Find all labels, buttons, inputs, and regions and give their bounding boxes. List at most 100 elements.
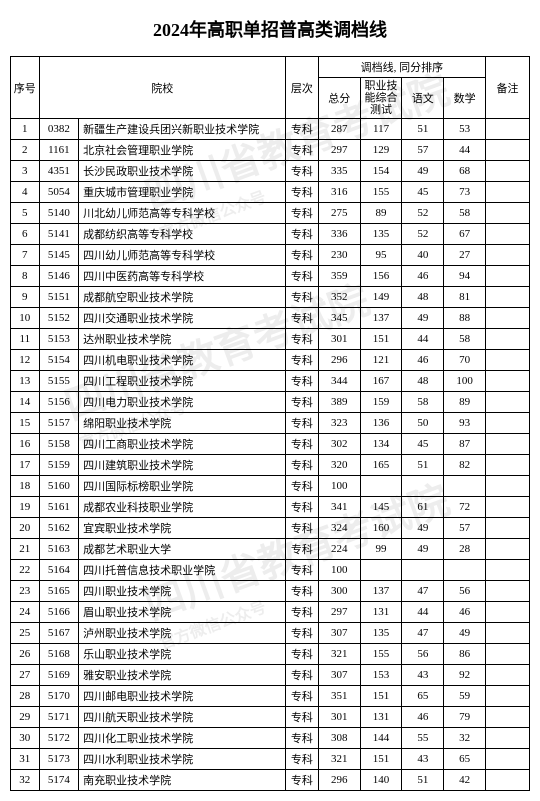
cell-chinese: 47 [402,623,444,644]
cell-name: 四川水利职业技术学院 [79,749,286,770]
cell-code: 5174 [39,770,79,791]
cell-idx: 26 [11,644,40,665]
cell-math: 27 [444,245,486,266]
cell-chinese: 51 [402,455,444,476]
table-row: 195161成都农业科技职业学院专科3411456172 [11,497,530,518]
cell-remark [485,686,529,707]
th-idx: 序号 [11,57,40,119]
cell-name: 四川建筑职业技术学院 [79,455,286,476]
cell-level: 专科 [285,707,318,728]
cell-total: 341 [318,497,360,518]
cell-remark [485,518,529,539]
cell-idx: 14 [11,392,40,413]
cell-remark [485,623,529,644]
cell-code: 5173 [39,749,79,770]
cell-code: 5145 [39,245,79,266]
th-total: 总分 [318,78,360,119]
table-row: 145156四川电力职业技术学院专科3891595889 [11,392,530,413]
cell-chinese: 55 [402,728,444,749]
cell-idx: 20 [11,518,40,539]
cell-code: 5156 [39,392,79,413]
cell-idx: 23 [11,581,40,602]
table-row: 215163成都艺术职业大学专科224994928 [11,539,530,560]
cell-math: 73 [444,182,486,203]
cell-total: 301 [318,707,360,728]
cell-idx: 9 [11,287,40,308]
cell-total: 324 [318,518,360,539]
cell-code: 5153 [39,329,79,350]
cell-math: 70 [444,350,486,371]
cell-name: 长沙民政职业技术学院 [79,161,286,182]
cell-total: 320 [318,455,360,476]
cell-total: 351 [318,686,360,707]
cell-idx: 18 [11,476,40,497]
cell-math: 67 [444,224,486,245]
cell-level: 专科 [285,140,318,161]
cell-level: 专科 [285,392,318,413]
table-row: 325174南充职业技术学院专科2961405142 [11,770,530,791]
cell-total: 344 [318,371,360,392]
cell-skill: 129 [360,140,402,161]
cell-level: 专科 [285,245,318,266]
cell-skill: 145 [360,497,402,518]
cell-chinese: 57 [402,140,444,161]
cell-math: 65 [444,749,486,770]
cell-idx: 12 [11,350,40,371]
cell-remark [485,581,529,602]
cell-remark [485,602,529,623]
cell-skill: 137 [360,581,402,602]
cell-total: 307 [318,623,360,644]
cell-skill: 159 [360,392,402,413]
cell-chinese [402,476,444,497]
cell-chinese: 48 [402,287,444,308]
table-row: 295171四川航天职业技术学院专科3011314679 [11,707,530,728]
cell-name: 重庆城市管理职业学院 [79,182,286,203]
cell-name: 四川工商职业技术学院 [79,434,286,455]
cell-skill: 131 [360,602,402,623]
cell-name: 成都航空职业技术学院 [79,287,286,308]
cell-name: 眉山职业技术学院 [79,602,286,623]
cell-chinese: 52 [402,224,444,245]
cell-remark [485,308,529,329]
cell-remark [485,560,529,581]
cell-chinese: 65 [402,686,444,707]
table-row: 165158四川工商职业技术学院专科3021344587 [11,434,530,455]
cell-level: 专科 [285,266,318,287]
cell-idx: 5 [11,203,40,224]
cell-name: 乐山职业技术学院 [79,644,286,665]
cell-math: 44 [444,140,486,161]
cell-chinese: 46 [402,707,444,728]
cell-total: 308 [318,728,360,749]
cell-math [444,560,486,581]
cell-math: 68 [444,161,486,182]
cell-code: 5152 [39,308,79,329]
cell-name: 成都农业科技职业学院 [79,497,286,518]
cell-idx: 11 [11,329,40,350]
table-row: 255167泸州职业技术学院专科3071354749 [11,623,530,644]
cell-code: 5160 [39,476,79,497]
cell-chinese: 51 [402,119,444,140]
cell-skill: 136 [360,413,402,434]
table-row: 10382新疆生产建设兵团兴新职业技术学院专科2871175153 [11,119,530,140]
cell-remark [485,728,529,749]
table-row: 45054重庆城市管理职业学院专科3161554573 [11,182,530,203]
cell-code: 5162 [39,518,79,539]
cell-code: 5166 [39,602,79,623]
cell-level: 专科 [285,308,318,329]
cell-level: 专科 [285,329,318,350]
cell-skill: 134 [360,434,402,455]
cell-remark [485,287,529,308]
cell-skill: 167 [360,371,402,392]
cell-code: 5167 [39,623,79,644]
cell-code: 5141 [39,224,79,245]
cell-remark [485,245,529,266]
cell-code: 5163 [39,539,79,560]
cell-chinese: 44 [402,329,444,350]
cell-idx: 1 [11,119,40,140]
cell-code: 4351 [39,161,79,182]
cell-math: 100 [444,371,486,392]
cell-math: 82 [444,455,486,476]
th-skill: 职业技能综合测试 [360,78,402,119]
cell-level: 专科 [285,182,318,203]
cell-idx: 13 [11,371,40,392]
